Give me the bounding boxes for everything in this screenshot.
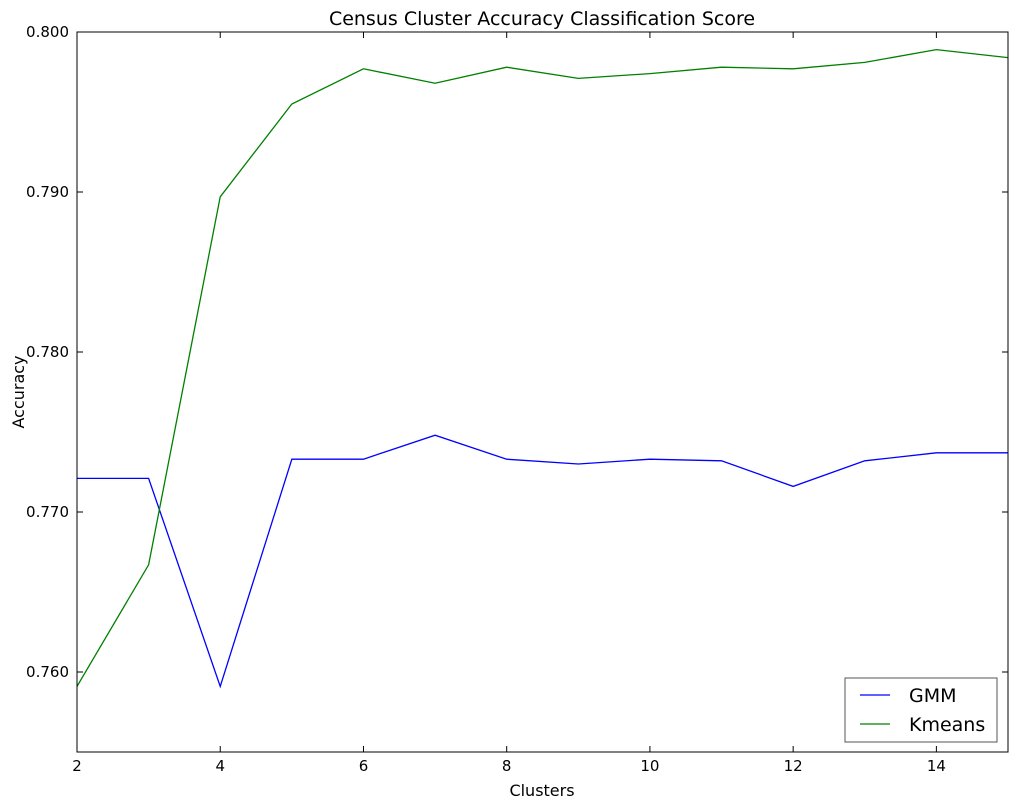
x-axis-label: Clusters: [509, 781, 574, 800]
legend-label-kmeans: Kmeans: [909, 714, 985, 736]
x-tick-label: 8: [502, 757, 512, 775]
chart-title: Census Cluster Accuracy Classification S…: [329, 8, 755, 30]
y-tick-label: 0.780: [26, 343, 69, 361]
series-line-kmeans: [77, 48, 1008, 687]
y-axis-label: Accuracy: [9, 355, 28, 428]
x-tick-label: 4: [215, 757, 225, 775]
plot-frame: [76, 31, 1009, 753]
x-tick-label: 14: [927, 757, 946, 775]
x-tick-label: 2: [72, 757, 82, 775]
plot-area: [77, 48, 1008, 689]
legend: GMM Kmeans: [844, 677, 998, 743]
legend-label-gmm: GMM: [909, 685, 957, 707]
axes: 2 4 6 8 10 12 14 0.760 0.770 0.780 0.790 0.800: [26, 23, 1009, 775]
series-line-gmm: [77, 434, 1008, 689]
x-tick-label: 10: [640, 757, 659, 775]
y-tick-label: 0.790: [26, 183, 69, 201]
legend-box: [844, 677, 998, 743]
y-tick-label: 0.800: [26, 23, 69, 41]
x-tick-label: 12: [784, 757, 803, 775]
y-tick-label: 0.760: [26, 663, 69, 681]
x-tick-label: 6: [359, 757, 369, 775]
y-tick-label: 0.770: [26, 503, 69, 521]
